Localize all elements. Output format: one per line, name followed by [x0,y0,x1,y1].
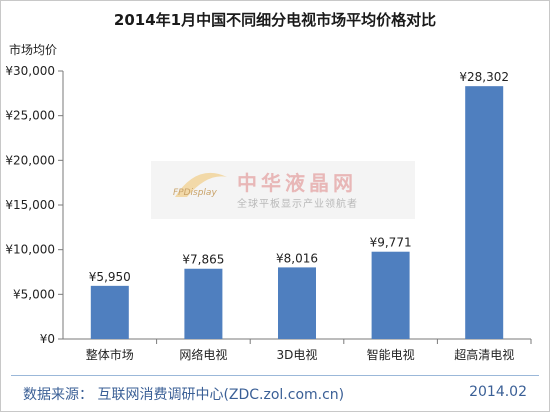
bar [184,268,223,339]
bar-value-label: ¥7,865 [182,253,224,267]
y-tick-label: ¥0 [40,332,55,346]
x-tick-label: 超高清电视 [454,347,514,362]
y-tick-label: ¥5,000 [13,287,55,301]
bar-value-label: ¥28,302 [459,70,509,84]
watermark-name: 中华液晶网 [237,171,357,195]
bar [465,86,504,340]
data-source: 数据来源： 互联网消费调研中心(ZDC.zol.com.cn) [23,387,345,403]
bar-value-label: ¥8,016 [276,251,318,265]
watermark-tagline: 全球平板显示产业领航者 [237,199,358,210]
y-tick-label: ¥25,000 [5,109,55,123]
y-tick-label: ¥10,000 [5,243,55,257]
y-tick-label: ¥15,000 [5,198,55,212]
x-tick-label: 智能电视 [367,347,415,362]
watermark-swoosh [175,172,227,197]
y-axis-label: 市场均价 [9,43,58,57]
publish-date: 2014.02 [469,384,527,400]
y-tick-label: ¥30,000 [5,64,55,78]
x-tick-label: 3D电视 [277,347,318,362]
watermark-background [151,161,415,219]
y-tick-label: ¥20,000 [5,153,55,167]
bar [278,267,316,339]
bar [371,251,410,339]
watermark-logo-text: FPDisplay [173,188,217,198]
bar-value-label: ¥5,950 [89,270,131,284]
footer-divider [11,375,539,376]
bar-value-label: ¥9,771 [370,236,412,250]
x-tick-label: 整体市场 [86,347,134,362]
chart-title: 2014年1月中国不同细分电视市场平均价格对比 [113,11,437,29]
bar [90,285,129,339]
x-tick-label: 网络电视 [179,347,227,362]
watermark-logo-icon: FPDisplay [173,172,227,198]
bar-chart: ¥0 ¥5,000 ¥10,000 ¥15,000 ¥20,000 ¥25,000 ¥30,… [5,64,532,362]
